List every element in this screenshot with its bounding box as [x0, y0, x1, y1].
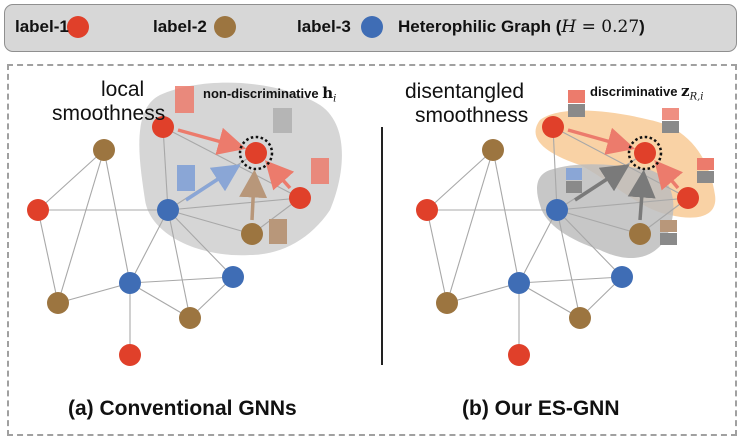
node: [611, 266, 633, 288]
legend-label-2: label-2: [153, 17, 207, 36]
center-node: [627, 135, 663, 171]
panel-a-label-line2: smoothness: [52, 102, 166, 125]
node: [289, 187, 311, 209]
node: [416, 199, 438, 221]
panel-a-graph: [27, 82, 342, 366]
feature-box: [660, 220, 677, 245]
legend-label-3: label-3: [297, 17, 351, 36]
graph-nodes: [27, 116, 311, 366]
figure-frame: [7, 64, 737, 436]
feature-box: [697, 158, 714, 183]
label-2-dot-icon: [214, 16, 236, 38]
feature-box: [175, 86, 194, 113]
node: [27, 199, 49, 221]
node: [93, 139, 115, 161]
node: [152, 116, 174, 138]
node: [508, 272, 530, 294]
legend-label-1: label-1: [15, 17, 69, 36]
node: [179, 307, 201, 329]
feature-box: [273, 108, 292, 133]
node: [542, 116, 564, 138]
panel-a-label-line1: local: [101, 78, 145, 101]
center-node: [238, 135, 274, 171]
panel-b-caption: (b) Our ES-GNN: [462, 397, 620, 420]
graph-edges: [426, 126, 689, 355]
node: [157, 199, 179, 221]
legend-graph-title: Heterophilic Graph (H = 0.27): [398, 17, 645, 37]
node: [482, 139, 504, 161]
panel-a-annotation: non-discriminative hi: [203, 84, 337, 105]
feature-box: [566, 168, 582, 193]
panel-b-side-label: disentangled smoothness: [405, 80, 528, 128]
panel-b-annotation: discriminative zR,i: [590, 82, 704, 103]
feature-box: [311, 158, 329, 184]
panel-divider: [381, 127, 383, 365]
panel-a-side-label: local smoothness: [52, 78, 165, 126]
node: [569, 307, 591, 329]
node: [677, 187, 699, 209]
node: [119, 344, 141, 366]
center-node-fill: [245, 142, 267, 164]
legend-bar: label-1 label-2 label-3 Heterophilic Gra…: [4, 4, 737, 52]
node: [241, 223, 263, 245]
node: [508, 344, 530, 366]
node: [629, 223, 651, 245]
node: [119, 272, 141, 294]
panel-b-graph: [416, 90, 716, 366]
feature-box: [177, 165, 195, 191]
label-1-dot-icon: [67, 16, 89, 38]
feature-box: [568, 90, 585, 117]
node: [436, 292, 458, 314]
center-node-fill: [634, 142, 656, 164]
graph-nodes: [416, 116, 699, 366]
feature-box: [662, 108, 679, 133]
feature-box: [269, 219, 287, 244]
node: [47, 292, 69, 314]
label-3-dot-icon: [361, 16, 383, 38]
node: [222, 266, 244, 288]
node: [546, 199, 568, 221]
panel-a-caption: (a) Conventional GNNs: [68, 397, 297, 420]
panel-b-label-line1: disentangled: [405, 80, 525, 103]
panel-b-label-line2: smoothness: [415, 104, 529, 127]
